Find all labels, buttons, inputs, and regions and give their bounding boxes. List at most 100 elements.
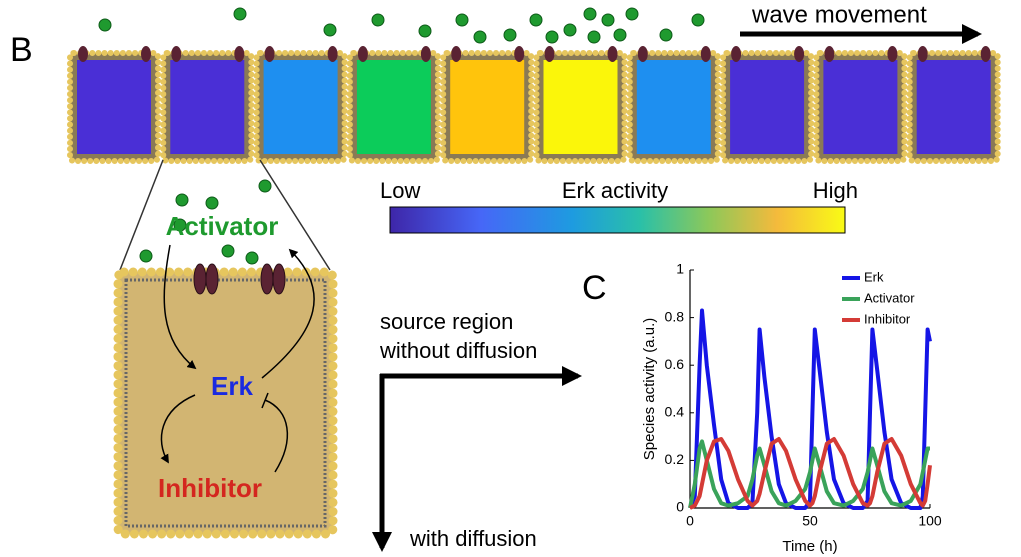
inhibitor-label: Inhibitor: [158, 473, 262, 503]
inhibition: [264, 399, 289, 473]
cell: [450, 60, 525, 154]
y-axis-title: Species activity (a.u.): [641, 318, 658, 461]
ligand: [545, 30, 559, 44]
receptor: [824, 46, 835, 62]
line-chart: 0 0.2 0.4 0.6 0.8 1 0 50 100 Time (h) Species acti…: [641, 261, 942, 555]
x-axis-title: Time (h): [782, 538, 837, 555]
receptor: [141, 46, 151, 62]
receptor: [171, 46, 182, 62]
receptor: [234, 46, 245, 62]
series-line: [688, 439, 930, 509]
zoom-line: [119, 159, 164, 271]
receptor: [272, 263, 286, 295]
cell: [263, 60, 338, 154]
receptor: [607, 46, 618, 62]
cell: [916, 60, 991, 154]
receptor: [514, 46, 525, 62]
cell: [356, 60, 431, 154]
receptor: [544, 46, 555, 62]
ligand: [173, 218, 187, 232]
cell: [730, 60, 805, 154]
ligand: [583, 7, 597, 21]
ligand: [529, 13, 543, 27]
y-tick-label: 0.2: [665, 451, 685, 467]
ligand: [139, 249, 153, 263]
ligand: [221, 244, 235, 258]
receptor: [205, 263, 219, 295]
y-tick-label: 1: [676, 261, 684, 277]
ligand: [245, 251, 259, 265]
series-line: [689, 437, 932, 510]
ligand: [503, 28, 517, 42]
arrow: [261, 248, 315, 379]
ligand: [691, 13, 705, 27]
y-tick-label: 0.8: [665, 308, 685, 324]
colorbar-high: High: [813, 178, 858, 203]
receptor: [731, 46, 742, 62]
receptor: [980, 46, 991, 62]
membrane: [124, 278, 327, 528]
y-tick-label: 0.6: [665, 356, 685, 372]
ligand-dots: [98, 7, 705, 265]
legend-label: Inhibitor: [864, 311, 911, 326]
receptor: [327, 46, 338, 62]
receptor: [887, 46, 898, 62]
y-tick-label: 0.4: [665, 404, 685, 420]
x-tick-label: 100: [918, 513, 942, 529]
ligand: [418, 24, 432, 38]
cell: [636, 60, 711, 154]
ligand: [98, 18, 112, 32]
panel-label: B: [10, 31, 33, 69]
ligand: [659, 28, 673, 42]
ligand: [175, 193, 189, 207]
receptor: [700, 46, 711, 62]
arrow: [163, 244, 197, 370]
axis-label: without diffusion: [379, 338, 537, 363]
ligand: [587, 30, 601, 44]
colorbar-title: Erk activity: [562, 178, 668, 203]
receptor: [637, 46, 648, 62]
cell: [170, 60, 245, 154]
cell: [543, 60, 618, 154]
ligand: [473, 30, 487, 44]
inhibition-bar: [261, 392, 269, 409]
cell: [77, 60, 151, 154]
ligand: [563, 23, 577, 37]
cell-row: [67, 46, 1001, 164]
receptor: [78, 46, 88, 62]
colorbar: [389, 206, 846, 234]
ligand: [601, 13, 615, 27]
x-tick-label: 50: [802, 513, 818, 529]
panel-label: C: [582, 269, 607, 307]
receptor: [420, 46, 431, 62]
receptor: [260, 263, 274, 295]
wave-label: wave movement: [751, 1, 927, 28]
arrow: [160, 394, 196, 464]
ligand: [613, 28, 627, 42]
ligand: [371, 13, 385, 27]
erk-label: Erk: [211, 371, 253, 401]
legend-label: Erk: [864, 269, 884, 284]
cell: [823, 60, 898, 154]
receptor: [193, 263, 207, 295]
axis-label: with diffusion: [409, 526, 537, 551]
axis-label: source region: [380, 309, 513, 334]
ligand: [455, 13, 469, 27]
receptor: [794, 46, 805, 62]
ligand: [258, 179, 272, 193]
receptor: [357, 46, 368, 62]
series-line: [688, 308, 932, 510]
activator-label: Activator: [166, 211, 279, 241]
ligand: [233, 7, 247, 21]
colorbar-low: Low: [380, 178, 420, 203]
ligand: [323, 23, 337, 37]
ligand: [625, 7, 639, 21]
y-tick-label: 0: [676, 499, 684, 515]
receptor: [917, 46, 928, 62]
x-tick-label: 0: [686, 513, 694, 529]
ligand: [205, 196, 219, 210]
zoom-line: [259, 159, 331, 271]
receptor: [264, 46, 275, 62]
legend-label: Activator: [864, 290, 915, 305]
